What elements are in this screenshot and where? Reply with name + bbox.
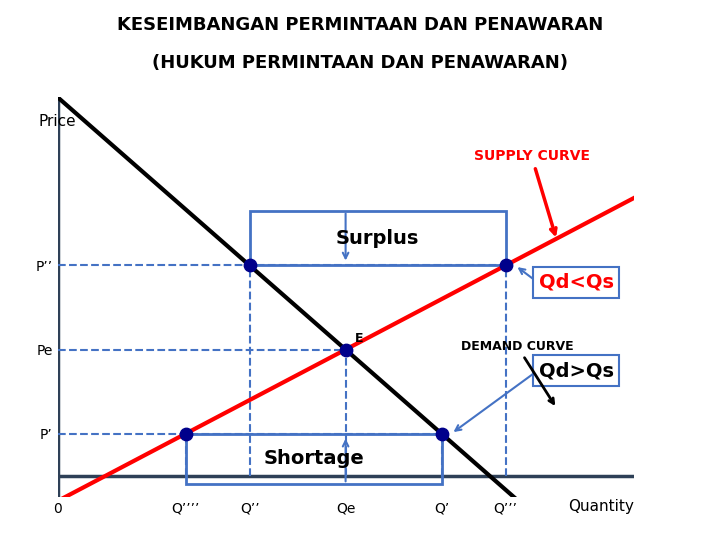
Text: Quantity: Quantity (568, 499, 634, 514)
Text: Price: Price (38, 114, 76, 129)
Point (500, 261, 511, 270)
Point (244, 261, 256, 270)
Text: Shortage: Shortage (264, 449, 364, 468)
Text: E: E (355, 332, 364, 345)
Point (180, 429, 192, 438)
Text: KESEIMBANGAN PERMINTAAN DAN PENAWARAN: KESEIMBANGAN PERMINTAAN DAN PENAWARAN (117, 16, 603, 34)
Point (340, 345, 351, 354)
Text: (HUKUM PERMINTAAN DAN PENAWARAN): (HUKUM PERMINTAAN DAN PENAWARAN) (152, 54, 568, 72)
Text: Qd>Qs: Qd>Qs (539, 361, 613, 380)
Point (436, 429, 447, 438)
Text: Surplus: Surplus (336, 228, 419, 248)
Text: DEMAND CURVE: DEMAND CURVE (461, 340, 573, 403)
Text: SUPPLY CURVE: SUPPLY CURVE (474, 149, 590, 234)
Text: Qd<Qs: Qd<Qs (539, 273, 613, 292)
